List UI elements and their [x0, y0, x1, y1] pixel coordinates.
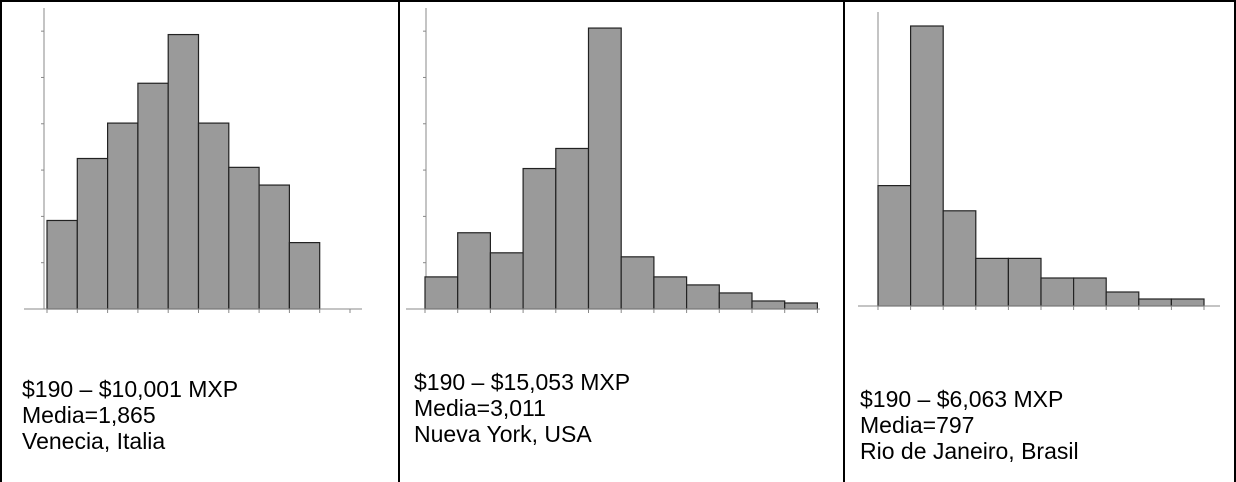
histogram-bar [288, 242, 321, 310]
histogram-bar [909, 25, 944, 307]
histogram-panel-nueva-york: $190 – $15,053 MXP Media=3,011 Nueva Yor… [400, 0, 843, 482]
histogram-bar [457, 232, 492, 310]
histogram-panel-rio: $190 – $6,063 MXP Media=797 Rio de Janei… [845, 0, 1234, 482]
histogram-bar [555, 147, 590, 310]
histogram-bar [258, 184, 291, 310]
histogram-bar [424, 276, 459, 310]
histogram-bar [228, 166, 260, 310]
range-label: $190 – $10,001 MXP [22, 376, 239, 402]
histogram-bar [751, 300, 786, 310]
histogram-bar [718, 292, 753, 310]
histogram-bar [620, 256, 655, 310]
histogram-nueva-york [406, 8, 820, 313]
range-label: $190 – $15,053 MXP [414, 369, 631, 395]
histogram-bar [653, 276, 688, 310]
histogram-venecia [24, 8, 362, 313]
caption-nueva-york: $190 – $15,053 MXP Media=3,011 Nueva Yor… [414, 369, 630, 447]
histogram-bar [942, 210, 977, 307]
histogram-bar [46, 219, 78, 310]
histogram-bar [1138, 298, 1172, 307]
table-divider-1 [398, 0, 400, 482]
histogram-bar [1007, 257, 1042, 307]
table-divider-2 [843, 0, 845, 482]
histogram-bar [686, 284, 720, 310]
histogram-bar [1105, 291, 1140, 307]
histogram-bar [489, 252, 524, 310]
location-label: Venecia, Italia [22, 428, 166, 454]
histogram-bar [1170, 298, 1205, 307]
histogram-bar [975, 257, 1010, 307]
histogram-bar [106, 122, 139, 310]
histogram-bar [522, 167, 557, 310]
table-left-border [0, 0, 2, 482]
histogram-bar [137, 82, 169, 310]
mean-label: Media=1,865 [22, 402, 156, 428]
histogram-bar [1040, 277, 1075, 307]
mean-label: Media=3,011 [414, 395, 546, 421]
histogram-bar [877, 185, 912, 307]
caption-venecia: $190 – $10,001 MXP Media=1,865 Venecia, … [22, 376, 238, 454]
histogram-bar [167, 33, 200, 310]
range-label: $190 – $6,063 MXP [860, 386, 1064, 412]
histogram-bar [1073, 277, 1107, 307]
caption-rio: $190 – $6,063 MXP Media=797 Rio de Janei… [860, 386, 1079, 464]
histogram-bar [197, 122, 230, 310]
location-label: Rio de Janeiro, Brasil [860, 438, 1079, 464]
histogram-bar [587, 27, 622, 310]
location-label: Nueva York, USA [414, 421, 592, 447]
table-top-border [0, 0, 1236, 2]
mean-label: Media=797 [860, 412, 975, 438]
histogram-bar [76, 157, 109, 310]
histogram-bar [784, 302, 819, 310]
histogram-rio [858, 12, 1220, 310]
histogram-panel-venecia: $190 – $10,001 MXP Media=1,865 Venecia, … [0, 0, 398, 482]
table-right-border [1234, 0, 1236, 482]
